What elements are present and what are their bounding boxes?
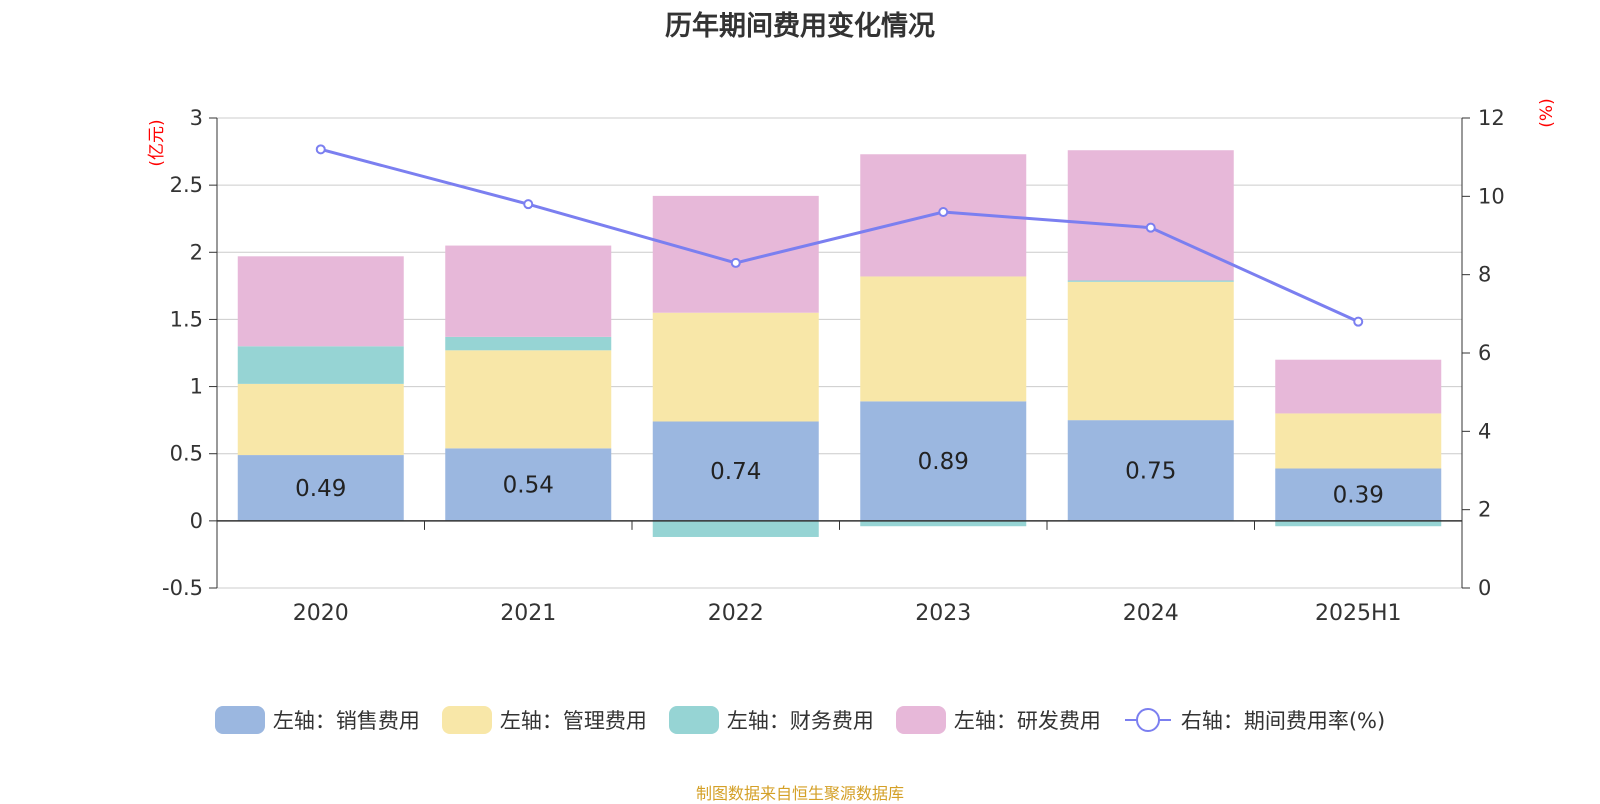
left-axis-unit: (亿元) [147, 119, 167, 166]
data-label: 0.89 [918, 449, 969, 475]
left-tick-label: 0 [190, 509, 203, 533]
bar-segment [445, 350, 612, 449]
rate-point [730, 257, 741, 268]
rate-point [938, 207, 949, 217]
x-tick-label: 2024 [1123, 601, 1179, 626]
left-tick-label: 1.5 [170, 307, 203, 331]
legend-item-sales[interactable]: 左轴：销售费用 [214, 705, 420, 735]
legend-item-finance[interactable]: 左轴：财务费用 [668, 705, 874, 735]
data-label: 0.39 [1333, 483, 1384, 509]
bar-segment [1067, 280, 1234, 282]
legend-label-sales: 左轴：销售费用 [272, 709, 420, 733]
data-label: 0.74 [710, 459, 761, 485]
legend-swatch-admin [441, 706, 492, 734]
rate-point [1353, 316, 1364, 327]
bar-segment [860, 276, 1027, 402]
x-tick-label: 2020 [293, 601, 349, 626]
x-tick-label: 2022 [708, 601, 764, 626]
left-tick-label: 1 [190, 375, 203, 399]
bar-segment [652, 195, 819, 313]
right-tick-label: 10 [1478, 184, 1505, 208]
bar-segment [237, 383, 404, 456]
legend-swatch-rate [1124, 708, 1171, 732]
bar-segment [860, 401, 1027, 521]
legend-item-rnd[interactable]: 左轴：研发费用 [895, 705, 1101, 735]
chart-legend: 左轴：销售费用 左轴：管理费用 左轴：财务费用 左轴：研发费用 右轴：期间费用率… [0, 702, 1600, 738]
bar-segment [1275, 468, 1442, 521]
legend-item-admin[interactable]: 左轴：管理费用 [441, 705, 647, 735]
x-tick-label: 2025H1 [1315, 601, 1402, 626]
bar-segment [445, 336, 612, 351]
legend-swatch-rnd [895, 706, 946, 734]
right-axis-unit: (%) [1537, 98, 1557, 127]
left-tick-label: 2 [190, 240, 203, 264]
left-tick-label: -0.5 [162, 576, 203, 600]
rate-point [523, 199, 534, 210]
rate-line [320, 147, 1359, 324]
right-tick-label: 12 [1478, 106, 1505, 130]
bar-segment [652, 421, 819, 521]
right-tick-label: 6 [1478, 341, 1491, 365]
bar-segment [652, 312, 819, 422]
bar-segment [445, 245, 612, 337]
right-tick-label: 0 [1478, 576, 1491, 600]
chart-title: 历年期间费用变化情况 [665, 11, 935, 42]
left-tick-label: 3 [190, 106, 203, 130]
source-note: 制图数据来自恒生聚源数据库 [695, 784, 904, 803]
right-tick-label: 8 [1478, 263, 1491, 287]
legend-swatch-finance [668, 706, 719, 734]
legend-label-rnd: 左轴：研发费用 [953, 709, 1101, 733]
data-label: 0.54 [503, 473, 554, 499]
bar-segment [1275, 520, 1442, 527]
rate-point [315, 144, 326, 155]
bar-segment [237, 455, 404, 521]
left-tick-label: 0.5 [170, 442, 203, 466]
bar-segment [1067, 150, 1234, 281]
right-tick-label: 2 [1478, 498, 1491, 522]
legend-label-admin: 左轴：管理费用 [499, 709, 647, 733]
rate-point [1145, 222, 1156, 233]
x-tick-label: 2021 [500, 601, 556, 626]
legend-swatch-sales [214, 706, 265, 734]
bar-segment [445, 448, 612, 521]
x-tick-label: 2023 [915, 601, 971, 626]
legend-label-rate: 右轴：期间费用率(%) [1180, 709, 1386, 733]
legend-label-finance: 左轴：财务费用 [726, 709, 874, 733]
bar-segment [237, 346, 404, 384]
bar-segment [860, 520, 1027, 527]
bar-segment [1275, 359, 1442, 414]
bar-segment [237, 256, 404, 347]
data-label: 0.49 [295, 476, 346, 502]
bar-segment [1067, 420, 1234, 521]
data-label: 0.75 [1125, 459, 1176, 485]
bar-segment [1067, 281, 1234, 421]
right-tick-label: 4 [1478, 419, 1491, 443]
bar-segment [1275, 413, 1442, 469]
legend-item-rate[interactable]: 右轴：期间费用率(%) [1123, 705, 1385, 735]
bar-segment [652, 520, 819, 537]
left-tick-label: 2.5 [170, 173, 203, 197]
